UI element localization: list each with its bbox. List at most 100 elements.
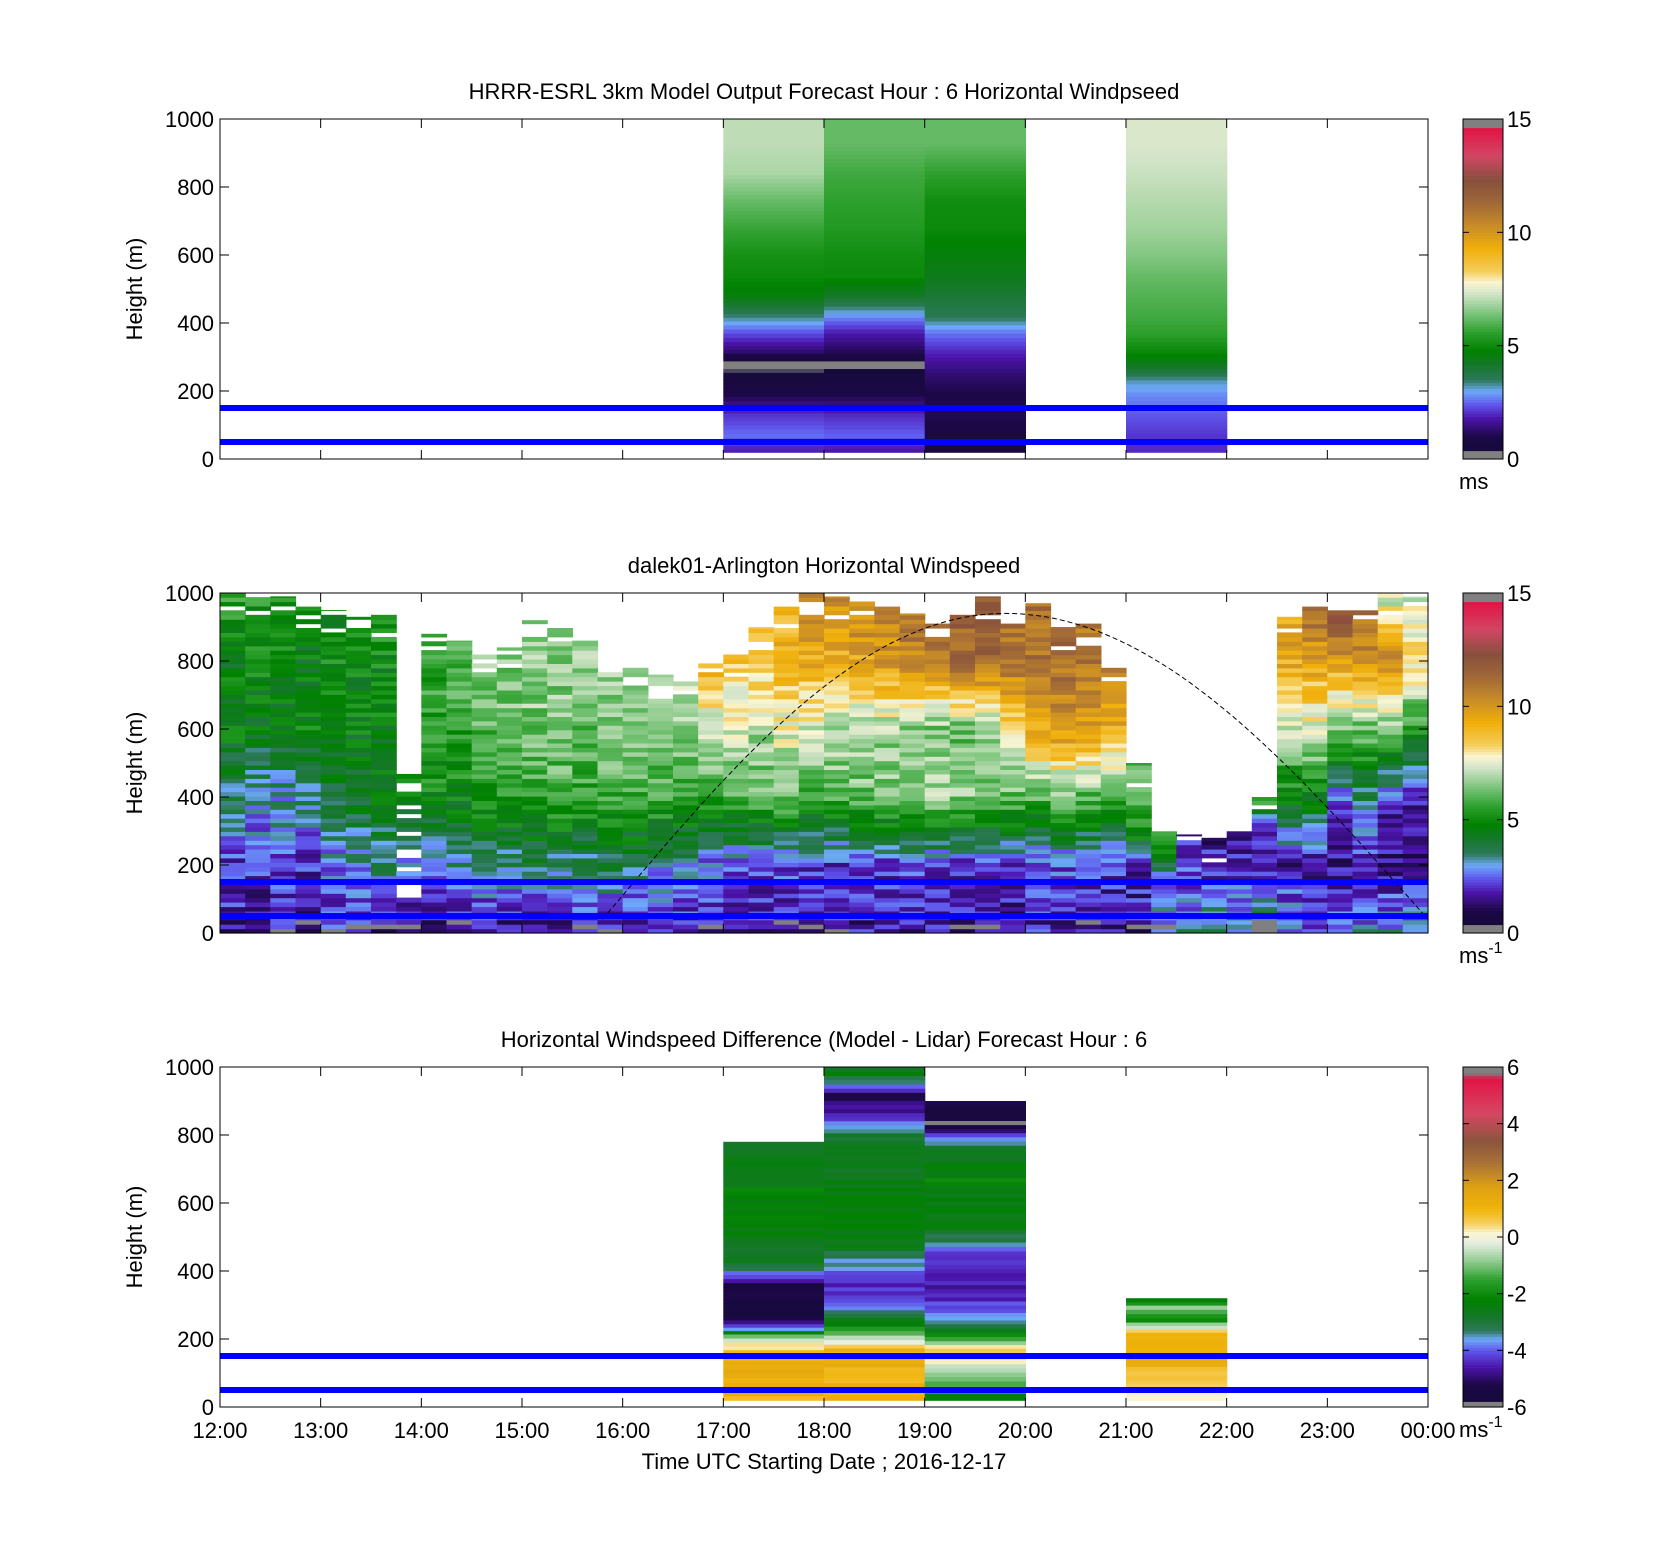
- heatmap-cell: [1126, 1379, 1228, 1385]
- heatmap-cell: [949, 787, 976, 793]
- y-axis-label: Height (m): [122, 712, 147, 815]
- colorbar-frame: [1462, 118, 1504, 460]
- heatmap-cell: [1100, 924, 1127, 930]
- heatmap-cell: [597, 742, 624, 748]
- heatmap-cell: [849, 689, 875, 695]
- heatmap-cell: [320, 712, 347, 717]
- heatmap-cell: [1075, 871, 1102, 877]
- heatmap-cell: [572, 844, 599, 850]
- heatmap-cell: [824, 289, 926, 295]
- heatmap-cell: [295, 906, 322, 912]
- colorbar-segment: [1463, 1350, 1503, 1354]
- heatmap-cell: [496, 866, 523, 872]
- heatmap-cell: [824, 628, 850, 633]
- heatmap-cell: [622, 840, 649, 846]
- heatmap-cell: [1327, 857, 1354, 863]
- heatmap-cell: [924, 174, 1026, 180]
- data-column: [1277, 616, 1303, 934]
- heatmap-cell: [220, 734, 246, 740]
- heatmap-cell: [1000, 707, 1026, 713]
- heatmap-cell: [270, 924, 297, 930]
- heatmap-cell: [748, 866, 775, 872]
- heatmap-cell: [572, 831, 599, 837]
- heatmap-cell: [421, 633, 448, 638]
- heatmap-cell: [371, 614, 397, 620]
- heatmap-cell: [295, 676, 322, 682]
- heatmap-cell: [899, 659, 926, 664]
- colorbar-segment: [1463, 240, 1503, 245]
- heatmap-cell: [371, 924, 397, 930]
- heatmap-cell: [446, 667, 473, 673]
- heatmap-cell: [1126, 818, 1152, 824]
- heatmap-cell: [1402, 685, 1429, 691]
- heatmap-cell: [597, 849, 624, 854]
- heatmap-cell: [924, 257, 1026, 262]
- heatmap-cell: [924, 368, 1026, 373]
- heatmap-cell: [924, 1141, 1026, 1146]
- colorbar-segment: [1463, 1341, 1503, 1346]
- heatmap-cell: [874, 924, 901, 930]
- heatmap-cell: [673, 862, 699, 868]
- heatmap-cell: [748, 782, 775, 788]
- heatmap-cell: [773, 906, 800, 912]
- heatmap-cell: [924, 134, 1026, 140]
- heatmap-cell: [924, 170, 1026, 176]
- heatmap-cell: [723, 383, 825, 389]
- heatmap-cell: [824, 672, 850, 678]
- colorbar-segment: [1463, 652, 1503, 656]
- heatmap-cell: [1302, 676, 1328, 682]
- heatmap-cell: [924, 328, 1026, 334]
- heatmap-cell: [1327, 659, 1354, 664]
- heatmap-cell: [220, 769, 246, 775]
- heatmap-cell: [220, 628, 246, 633]
- heatmap-cell: [396, 791, 422, 797]
- heatmap-cell: [824, 408, 926, 414]
- heatmap-cell: [572, 769, 599, 775]
- heatmap-cell: [723, 445, 825, 450]
- heatmap-cell: [723, 166, 825, 172]
- heatmap-cell: [849, 667, 875, 673]
- heatmap-cell: [874, 707, 901, 713]
- heatmap-cell: [924, 1344, 1026, 1349]
- colorbar-segment: [1463, 1098, 1503, 1102]
- heatmap-cell: [245, 703, 271, 709]
- heatmap-cell: [924, 285, 1026, 291]
- heatmap-cell: [673, 742, 699, 748]
- colorbar-segment: [1463, 748, 1503, 753]
- heatmap-cell: [245, 636, 271, 642]
- heatmap-cell: [1377, 778, 1404, 784]
- heatmap-cell: [1126, 866, 1152, 872]
- heatmap-cell: [1126, 1391, 1228, 1397]
- heatmap-cell: [1126, 840, 1152, 846]
- heatmap-cell: [446, 893, 473, 899]
- heatmap-cell: [849, 902, 875, 908]
- heatmap-cell: [547, 787, 573, 793]
- data-column: [1302, 606, 1328, 934]
- heatmap-cell: [924, 871, 951, 877]
- heatmap-cell: [748, 849, 775, 854]
- heatmap-cell: [220, 857, 246, 863]
- heatmap-cell: [924, 448, 1026, 453]
- colorbar-segment: [1463, 1169, 1503, 1173]
- heatmap-cell: [345, 778, 372, 784]
- heatmap-cell: [270, 778, 297, 784]
- heatmap-cell: [1402, 849, 1429, 854]
- data-column: [522, 620, 548, 934]
- heatmap-cell: [924, 685, 951, 691]
- heatmap-cell: [849, 809, 875, 815]
- heatmap-cell: [1327, 804, 1354, 810]
- colorbar-segment: [1463, 828, 1503, 832]
- heatmap-cell: [1025, 844, 1052, 850]
- heatmap-cell: [270, 747, 297, 753]
- heatmap-cell: [874, 813, 901, 819]
- colorbar-segment: [1463, 1271, 1503, 1275]
- heatmap-cell: [874, 606, 901, 611]
- heatmap-cell: [270, 888, 297, 894]
- heatmap-cell: [1100, 782, 1127, 788]
- heatmap-cell: [824, 667, 850, 673]
- heatmap-cell: [1075, 672, 1102, 678]
- heatmap-cell: [245, 681, 271, 687]
- heatmap-cell: [1126, 1348, 1228, 1354]
- heatmap-cell: [975, 601, 1001, 607]
- heatmap-cell: [824, 229, 926, 235]
